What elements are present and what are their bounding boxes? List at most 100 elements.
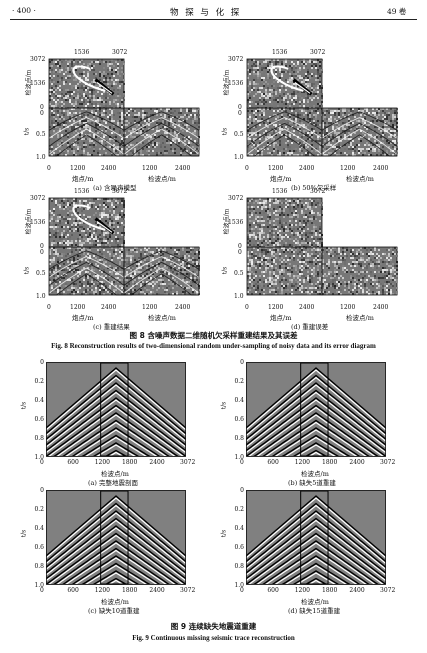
xtick-shot-0: 0 [47, 304, 51, 311]
fig9-xtick-600: 600 [67, 459, 79, 466]
tick-left-0: 0 [238, 243, 242, 250]
tick-left-1536: 1536 [30, 80, 46, 87]
fig9-caption-c: (c) 缺失10道重建 [88, 607, 140, 615]
fig9-ytick-0: 0 [40, 359, 44, 366]
fig9-xlabel: 检波点/m [101, 470, 129, 478]
fig9-ylabel: t/s [220, 529, 228, 538]
tick-top-1536: 1536 [74, 188, 90, 195]
fig9-ytick-0: 0 [240, 359, 244, 366]
xlabel-shot: 炮点/m [72, 175, 94, 183]
xtick-rec-1200: 1200 [340, 304, 356, 311]
fig9-ytick-0.6: 0.6 [234, 544, 244, 551]
xlabel-receiver: 检波点/m [148, 314, 176, 322]
figure-9-caption-en: Fig. 9 Continuous missing seismic trace … [132, 634, 295, 642]
tick-time-0.5: 0.5 [234, 270, 244, 277]
ylabel-receiver: 检波点/m [25, 208, 33, 235]
fig9-xtick-1800: 1800 [322, 459, 338, 466]
fig9-xtick-0: 0 [40, 587, 44, 594]
tick-top-1536: 1536 [272, 49, 288, 56]
tick-top-1536: 1536 [272, 188, 288, 195]
tick-left-0: 0 [238, 104, 242, 111]
fig9-xtick-2400: 2400 [149, 459, 165, 466]
xlabel-shot: 炮点/m [72, 314, 94, 322]
ylabel-time: t/s [23, 127, 31, 136]
fig9-panel-a-plot [46, 362, 186, 457]
tick-left-3072: 3072 [30, 56, 46, 63]
fig9-xtick-600: 600 [67, 587, 79, 594]
fig9-ytick-0.6: 0.6 [234, 416, 244, 423]
fig9-xlabel: 检波点/m [301, 470, 329, 478]
xlabel-receiver: 检波点/m [346, 175, 374, 183]
fig9-ytick-0.8: 0.8 [234, 435, 244, 442]
xtick-rec-1200: 1200 [142, 304, 158, 311]
fig9-panel-d-plot [246, 490, 386, 585]
fig9-xlabel: 检波点/m [101, 598, 129, 606]
figure-9-caption-cn: 图 9 连续缺失地震道重建 [170, 622, 257, 631]
fig9-xtick-3072: 3072 [180, 587, 196, 594]
fig9-caption-b: (b) 缺失5道重建 [288, 479, 336, 487]
xtick-rec-2400: 2400 [373, 304, 389, 311]
fig9-xtick-2400: 2400 [149, 587, 165, 594]
fig9-ytick-1.0: 1.0 [34, 582, 44, 589]
xtick-rec-1200: 1200 [340, 165, 356, 172]
tick-time-0.5: 0.5 [36, 270, 46, 277]
fig9-ytick-0.8: 0.8 [234, 563, 244, 570]
fig9-xtick-1200: 1200 [94, 587, 110, 594]
fig9-xtick-0: 0 [240, 587, 244, 594]
xtick-shot-1200: 1200 [70, 304, 86, 311]
xtick-rec-1200: 1200 [142, 165, 158, 172]
fig9-xtick-600: 600 [267, 459, 279, 466]
xtick-shot-2400: 2400 [101, 304, 117, 311]
fig9-xtick-2400: 2400 [349, 459, 365, 466]
fig9-xtick-600: 600 [267, 587, 279, 594]
tick-time-0.5: 0.5 [36, 131, 46, 138]
tick-time-0: 0 [238, 249, 242, 256]
tick-top-1536: 1536 [74, 49, 90, 56]
tick-time-0.5: 0.5 [234, 131, 244, 138]
fig8-panel-d-plot [246, 197, 398, 296]
tick-top-3072: 3072 [112, 49, 128, 56]
xtick-shot-0: 0 [245, 304, 249, 311]
xtick-shot-0: 0 [245, 165, 249, 172]
header-rule [10, 19, 417, 20]
xtick-shot-0: 0 [47, 165, 51, 172]
figure-8-caption-en: Fig. 8 Reconstruction results of two-dim… [51, 342, 376, 350]
fig9-ytick-0.8: 0.8 [34, 435, 44, 442]
fig9-xtick-3072: 3072 [180, 459, 196, 466]
ylabel-time: t/s [221, 127, 229, 136]
fig9-xtick-1200: 1200 [94, 459, 110, 466]
page-number: · 400 · [12, 6, 36, 15]
fig9-ytick-0.6: 0.6 [34, 544, 44, 551]
xtick-shot-1200: 1200 [268, 165, 284, 172]
ylabel-time: t/s [23, 266, 31, 275]
fig9-caption-a: (a) 完整地震剖面 [88, 479, 139, 487]
fig9-xtick-1200: 1200 [294, 587, 310, 594]
fig9-ylabel: t/s [20, 529, 28, 538]
tick-top-3072: 3072 [310, 49, 326, 56]
fig9-ylabel: t/s [220, 401, 228, 410]
fig9-ytick-0.2: 0.2 [34, 378, 44, 385]
fig8-panel-a-plot [48, 58, 200, 157]
fig8-caption-b: (b) 50%欠采样 [291, 184, 337, 192]
fig8-caption-d: (d) 重建误差 [291, 323, 329, 331]
tick-top-3072: 3072 [112, 188, 128, 195]
fig9-xtick-0: 0 [240, 459, 244, 466]
fig9-ytick-1.0: 1.0 [234, 454, 244, 461]
xlabel-receiver: 检波点/m [346, 314, 374, 322]
tick-left-0: 0 [40, 243, 44, 250]
fig9-caption-d: (d) 缺失15道重建 [288, 607, 341, 615]
fig9-ytick-0.4: 0.4 [34, 397, 44, 404]
fig9-xtick-3072: 3072 [380, 459, 396, 466]
fig9-ytick-0.2: 0.2 [234, 506, 244, 513]
tick-time-1.0: 1.0 [234, 154, 244, 161]
figure-8-caption-cn: 图 8 含噪声数据二维随机欠采样重建结果及其误差 [129, 331, 298, 340]
xtick-shot-2400: 2400 [101, 165, 117, 172]
tick-left-3072: 3072 [30, 195, 46, 202]
fig9-xlabel: 检波点/m [301, 598, 329, 606]
tick-left-1536: 1536 [30, 219, 46, 226]
fig9-ytick-0.4: 0.4 [234, 525, 244, 532]
fig9-xtick-1200: 1200 [294, 459, 310, 466]
fig9-ytick-0.4: 0.4 [234, 397, 244, 404]
tick-time-1.0: 1.0 [36, 293, 46, 300]
xlabel-shot: 炮点/m [270, 314, 292, 322]
